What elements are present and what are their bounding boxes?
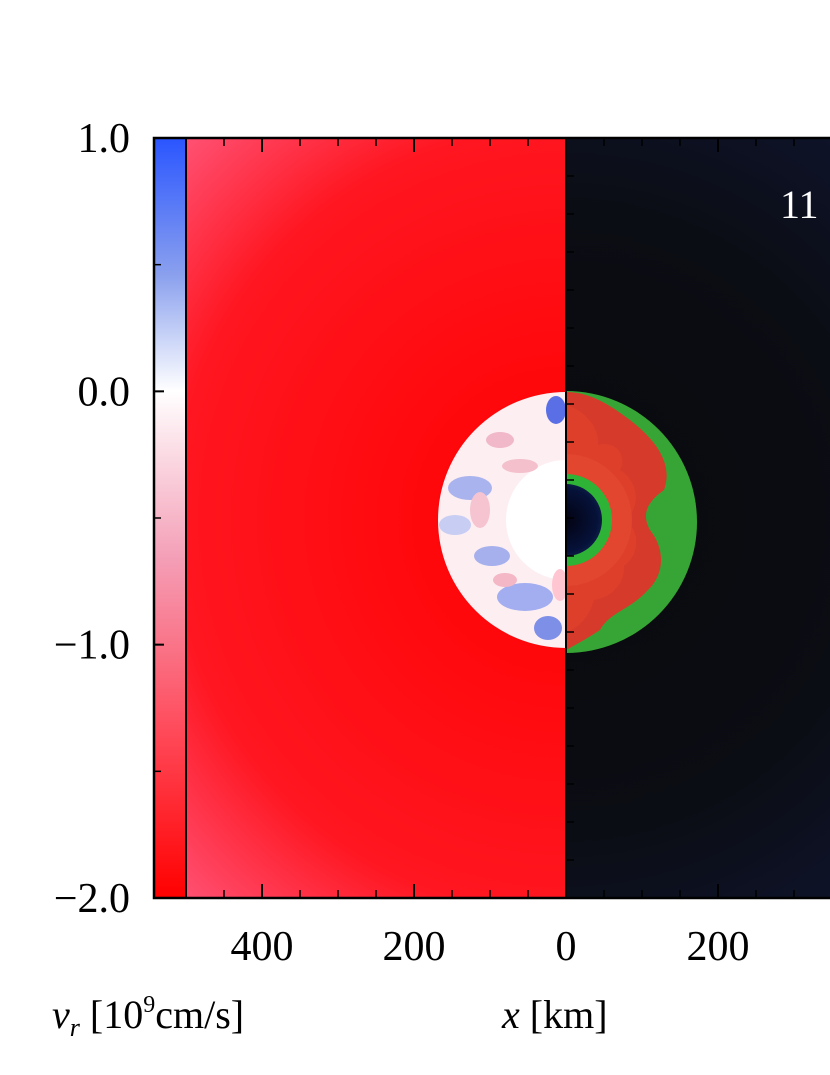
x-tick-label: 0 — [556, 924, 577, 970]
colorbar-label: vr [109cm/s] — [52, 992, 244, 1042]
x-axis-ticks: 400 200 0 200 — [231, 138, 750, 970]
x-axis-label-symbol: x — [501, 992, 520, 1037]
colorbar-tick-label: 0.0 — [78, 369, 131, 415]
colorbar-label-subscript: r — [70, 1013, 81, 1042]
colorbar-ticks: 1.0 0.0 −1.0 −2.0 — [54, 116, 164, 922]
x-axis-label: x [km] — [501, 992, 608, 1037]
colorbar-label-unit-open: [10 — [80, 992, 143, 1037]
colorbar-tick-label: −1.0 — [54, 623, 130, 669]
colorbar-label-unit-close: cm/s] — [155, 992, 244, 1037]
colorbar-tick-label: 1.0 — [78, 116, 131, 162]
composition-feature — [566, 391, 697, 653]
time-annotation: 11 — [780, 182, 819, 227]
colorbar-label-symbol: v — [52, 992, 70, 1037]
velocity-plumes — [439, 396, 566, 640]
colorbar-tick-label: −2.0 — [54, 876, 130, 922]
x-tick-label: 200 — [383, 924, 446, 970]
x-tick-label: 200 — [687, 924, 750, 970]
x-tick-label: 400 — [231, 924, 294, 970]
velocity-feature — [438, 392, 566, 648]
x-axis-label-unit: [km] — [520, 992, 608, 1037]
colorbar-label-exponent: 9 — [143, 992, 155, 1018]
